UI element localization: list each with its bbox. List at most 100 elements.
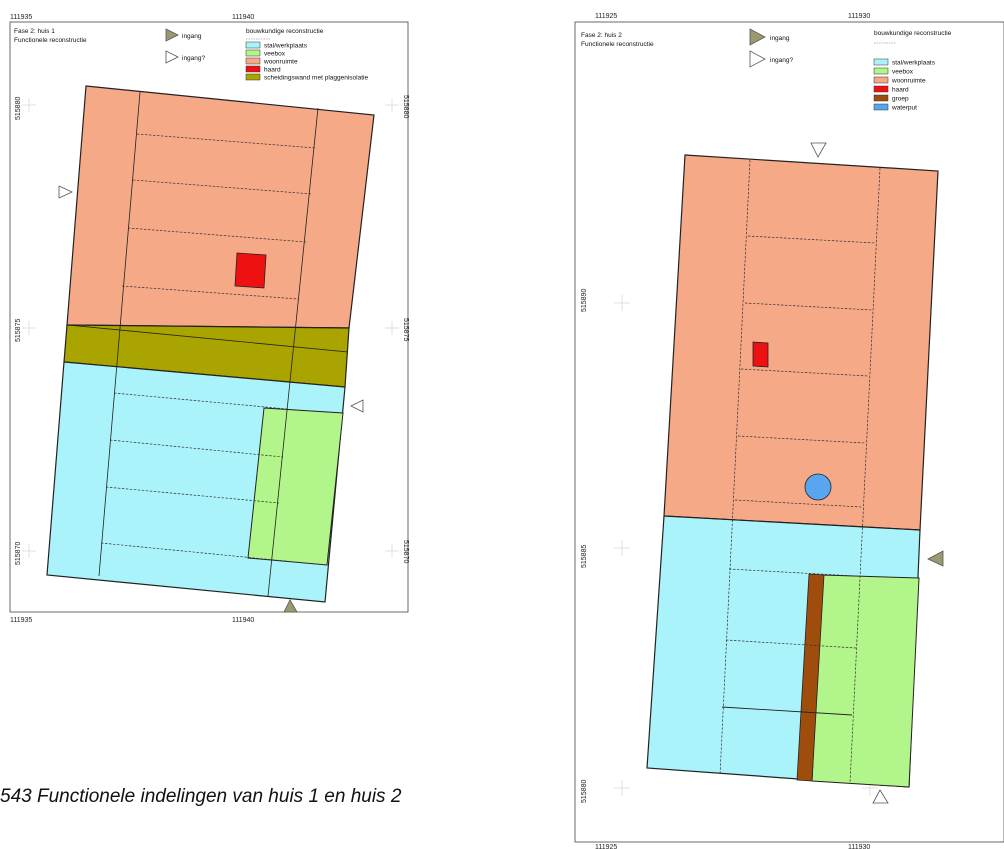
map1-legend-swatch-woon	[245, 57, 261, 65]
map1-ytick-left-3: 515870	[15, 542, 22, 565]
map-huis-1: 111935 111940 111935 111940 515880 51587…	[9, 14, 409, 624]
house1-divider-6	[109, 439, 284, 458]
map2-legend-swatch-haard	[873, 85, 889, 93]
map1-legend-header: bouwkundige reconstructie	[246, 28, 324, 35]
house1-divider-2	[132, 179, 313, 195]
house1-entrance-icon-south	[283, 599, 298, 613]
house1-divider-7	[105, 486, 280, 504]
house1-entrance-uncertain-icon-west	[58, 185, 73, 199]
house2-divider-4	[737, 435, 866, 444]
map1-grid-crosses	[22, 98, 399, 558]
map2-legend-label-veebox: veebox	[892, 69, 914, 76]
house2-aisle-line-right	[849, 167, 881, 784]
map2-xtick-top-2: 111930	[848, 13, 870, 20]
map2-subtitle: Functionele reconstructie	[581, 41, 654, 48]
map2-xtick-bottom-2: 111930	[848, 844, 870, 849]
map1-legend-entrance-solid-label: ingang	[182, 33, 202, 40]
map2-legend-entrance-open-icon	[749, 50, 766, 68]
house2-divider-8	[721, 706, 853, 716]
house1-divider-4	[121, 285, 299, 300]
house2-divider-3	[740, 368, 869, 377]
map2-legend-swatch-woon	[873, 76, 889, 84]
map2-legend-header: bouwkundige reconstructie	[874, 30, 952, 37]
house2-entrance-uncertain-icon-south	[872, 789, 889, 804]
map2-frame	[574, 21, 1004, 843]
map2-grid-crosses	[614, 295, 878, 796]
map1-frame	[9, 21, 409, 613]
map1-title: Fase 2: huis 1	[14, 28, 55, 35]
map1-legend-items: stal/werkplaats veebox woonruimte haard …	[245, 41, 368, 82]
house1-entrance-uncertain-icon-east	[350, 399, 364, 413]
map2-legend-label-stal: stal/werkplaats	[892, 60, 936, 67]
map1-ytick-left-2: 515875	[15, 319, 22, 342]
house1-divider-1	[136, 133, 317, 149]
map2-legend-label-groep: groep	[892, 96, 909, 103]
house2-plan	[646, 154, 939, 788]
map1-subtitle: Functionele reconstructie	[14, 37, 87, 44]
house2-veebox-zone	[811, 574, 920, 788]
house2-entrance-uncertain-icon-north	[810, 142, 827, 158]
house1-divider-5	[113, 392, 288, 410]
house2-divider-1	[747, 235, 876, 244]
map1-legend-entrance-open-label: ingang?	[182, 55, 206, 62]
house1-woonruimte-zone	[66, 85, 375, 329]
house1-haard	[234, 252, 267, 289]
map2-legend-swatch-stal	[873, 58, 889, 66]
house1-partition-line	[67, 324, 349, 353]
map2-legend-entrance-open-label: ingang?	[770, 57, 794, 64]
map1-legend-swatch-scheiding	[245, 73, 261, 81]
map2-legend-label-haard: haard	[892, 87, 909, 94]
map2-legend-swatch-veebox	[873, 67, 889, 75]
map1-legend-label-woon: woonruimte	[263, 59, 298, 66]
map-huis-2: 111925 111930 111925 111930 515890 51588…	[574, 13, 1004, 849]
map1-xtick-top-2: 111940	[232, 14, 254, 21]
map2-legend-label-woon: woonruimte	[891, 78, 926, 85]
map2-legend-swatch-groep	[873, 94, 889, 102]
map1-legend-label-veebox: veebox	[264, 51, 286, 58]
house1-divider-8	[100, 542, 327, 566]
house2-divider-2	[744, 302, 873, 311]
map1-legend-swatch-veebox	[245, 49, 261, 57]
map1-legend-swatch-stal	[245, 41, 261, 49]
map1-legend-swatch-haard	[245, 65, 261, 73]
map1-ytick-right-3: 515870	[402, 540, 409, 563]
map2-title: Fase 2: huis 2	[581, 32, 622, 39]
map2-ytick-left-2: 515885	[581, 545, 588, 568]
house1-aisle-line-right	[267, 107, 319, 597]
figure-caption: 543 Functionele indelingen van huis 1 en…	[0, 786, 402, 807]
map1-legend-entrance-open-icon	[165, 50, 179, 64]
map2-legend-entrance-solid-label: ingang	[770, 35, 790, 42]
house2-haard	[752, 341, 769, 368]
map2-legend-label-waterput: waterput	[891, 105, 917, 112]
house2-entrance-icon-east	[927, 550, 944, 567]
map1-ytick-right-2: 515875	[402, 318, 409, 341]
house2-divider-5	[734, 499, 863, 508]
house2-aisle-line-left	[719, 159, 751, 776]
map1-legend-label-haard: haard	[264, 67, 281, 74]
house2-divider-7	[725, 639, 857, 649]
map2-legend-entrance-solid-icon	[749, 28, 766, 46]
map2-legend-items: stal/werkplaats veebox woonruimte haard …	[873, 58, 936, 112]
map2-xtick-bottom-1: 111925	[595, 844, 617, 849]
house2-woonruimte-zone	[663, 154, 939, 531]
house1-aisle-line-left	[98, 91, 141, 577]
map1-xtick-top-1: 111935	[10, 14, 32, 21]
map2-ytick-left-3: 515880	[581, 780, 588, 803]
map1-legend-label-stal: stal/werkplaats	[264, 43, 308, 50]
house2-divider-6	[728, 568, 857, 577]
map1-ytick-left-1: 515880	[15, 97, 22, 120]
map2-xtick-top-1: 111925	[595, 13, 617, 20]
house2-partition-line	[663, 515, 921, 531]
map1-xtick-bottom-2: 111940	[232, 617, 254, 624]
house1-divider-3	[127, 227, 307, 243]
map2-ytick-left-1: 515890	[581, 289, 588, 312]
house2-groep	[796, 573, 825, 782]
house1-plan	[46, 85, 375, 603]
map1-ytick-right-1: 515880	[402, 95, 409, 118]
map2-legend-swatch-waterput	[873, 103, 889, 111]
map1-legend-label-scheiding: scheidingswand met plaggenisolatie	[264, 75, 368, 82]
map1-legend-entrance-solid-icon	[165, 28, 179, 42]
map1-xtick-bottom-1: 111935	[10, 617, 32, 624]
house1-veebox-zone	[247, 407, 344, 566]
